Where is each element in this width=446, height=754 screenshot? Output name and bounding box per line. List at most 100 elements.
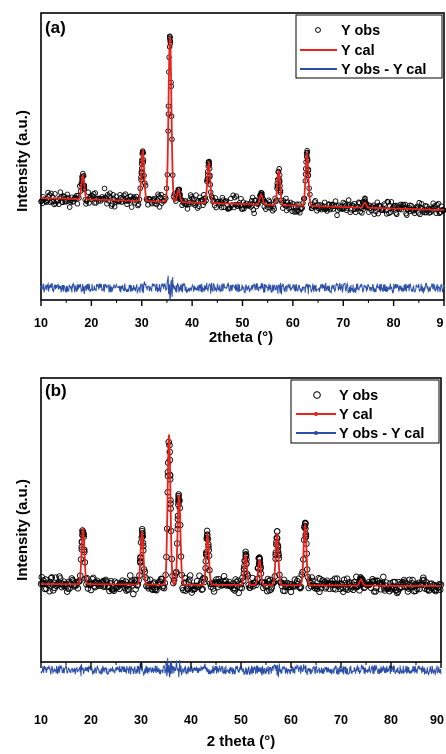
obs-point (362, 196, 368, 202)
legend: Y obs Y cal Y obs - Y cal (295, 14, 443, 79)
x-tick-label: 9 (437, 316, 444, 330)
obs-point (149, 586, 156, 593)
x-axis-label: 2 theta (°) (207, 733, 276, 750)
obs-point (210, 588, 218, 595)
obs-point (435, 200, 442, 207)
obs-point (412, 587, 419, 595)
x-axis-label: 2theta (°) (209, 329, 273, 346)
obs-point (380, 573, 387, 581)
obs-point (333, 575, 341, 582)
obs-point (194, 205, 201, 211)
legend-obs-label: Y obs (341, 23, 380, 39)
legend-obs-marker (313, 391, 321, 399)
x-tick-label: 50 (234, 713, 248, 727)
obs-point (56, 575, 64, 582)
obs-point (52, 191, 58, 197)
x-tick-label: 70 (336, 316, 350, 330)
obs-point (184, 206, 191, 212)
obs-point (375, 210, 381, 217)
obs-point (411, 210, 418, 216)
obs-point (388, 199, 395, 205)
obs-point (250, 207, 257, 213)
obs-point (312, 198, 319, 204)
obs-point (199, 585, 206, 593)
obs-point (48, 574, 56, 581)
obs-point (372, 588, 379, 595)
obs-point (160, 584, 168, 592)
legend-cal-label: Y cal (341, 43, 375, 59)
obs-point (186, 572, 194, 579)
obs-point (436, 210, 443, 217)
obs-point (103, 579, 111, 586)
legend-diff-marker (314, 431, 318, 435)
obs-point (340, 576, 348, 584)
obs-point (393, 211, 400, 217)
obs-point (198, 586, 206, 593)
legend-cal-marker (314, 412, 318, 416)
obs-point (218, 204, 225, 211)
obs-point (66, 204, 73, 210)
series-y-cal (40, 36, 445, 211)
obs-point (249, 197, 255, 204)
obs-point (219, 194, 226, 201)
obs-point (251, 210, 257, 217)
legend-box (295, 14, 443, 79)
obs-point (52, 574, 59, 581)
y-axis-label: Intensity (a.u.) (14, 110, 31, 212)
obs-point (101, 185, 108, 192)
panel-label: (a) (45, 18, 66, 37)
obs-point (393, 587, 400, 594)
panel-b: 10 20 30 40 50 60 70 80 90 (b) Intensity (a.u.) … (14, 377, 445, 750)
obs-point (262, 583, 269, 590)
obs-point (153, 587, 160, 594)
legend-cal-label: Y cal (339, 407, 373, 423)
obs-point (145, 201, 151, 208)
x-tick-label: 30 (135, 316, 149, 330)
legend-obs-marker (315, 27, 321, 33)
chart-marks (37, 434, 445, 678)
x-tick-label: 20 (84, 713, 98, 727)
obs-point (122, 191, 129, 197)
obs-point (281, 587, 289, 595)
obs-point (121, 192, 127, 199)
legend-diff-label: Y obs - Y cal (341, 62, 426, 78)
obs-point (157, 575, 165, 583)
chart-marks (38, 33, 446, 302)
obs-point (338, 205, 345, 212)
obs-point (271, 206, 278, 212)
obs-point (294, 201, 300, 208)
obs-point (119, 577, 126, 584)
x-tick-label: 40 (185, 316, 199, 330)
series-y-obs-minus-y-cal (40, 275, 445, 302)
obs-point (308, 574, 316, 581)
obs-point (74, 201, 81, 207)
x-tick-label: 40 (184, 713, 198, 727)
x-tick-label: 60 (286, 316, 300, 330)
obs-point (324, 208, 330, 214)
obs-point (85, 189, 92, 195)
legend-obs-label: Y obs (339, 388, 378, 404)
x-tick-label: 20 (84, 316, 98, 330)
obs-point (231, 194, 238, 201)
obs-point (316, 588, 323, 596)
obs-point (356, 199, 362, 205)
obs-point (117, 192, 123, 198)
obs-point (289, 583, 296, 591)
obs-point (315, 575, 322, 582)
obs-point (92, 190, 98, 196)
obs-point (104, 200, 110, 207)
obs-point (434, 202, 440, 208)
obs-point (47, 575, 55, 582)
obs-point (334, 212, 340, 218)
x-tick-label: 60 (284, 713, 298, 727)
obs-point (213, 204, 219, 211)
obs-point (76, 195, 82, 201)
legend: Y obs Y cal Y obs - Y cal (290, 379, 440, 444)
x-ticks: 10 20 30 40 50 60 70 80 90 (34, 662, 444, 727)
x-tick-label: 80 (384, 713, 398, 727)
obs-point (437, 581, 445, 588)
x-tick-label: 10 (34, 713, 48, 727)
x-tick-label: 50 (236, 316, 250, 330)
obs-point (409, 576, 416, 584)
obs-point (233, 193, 240, 199)
